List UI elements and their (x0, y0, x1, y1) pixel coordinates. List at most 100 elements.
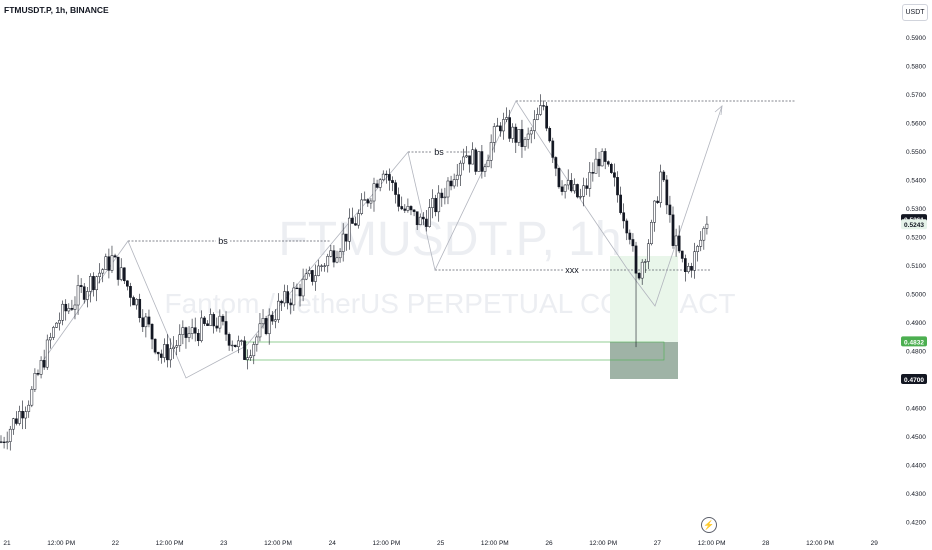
candle (15, 411, 18, 426)
candle (474, 147, 478, 175)
candle (366, 198, 370, 207)
candle (175, 339, 179, 356)
y-tick-label: 0.4400 (906, 463, 926, 470)
candle (369, 198, 373, 209)
candle (557, 167, 561, 189)
candle (310, 269, 314, 286)
candle (631, 233, 635, 252)
candle (634, 241, 638, 348)
candle (560, 180, 564, 196)
x-tick-label: 28 (762, 540, 770, 547)
candle (243, 336, 246, 361)
candle (455, 163, 459, 187)
candle (616, 171, 619, 203)
x-tick-label: 27 (654, 540, 662, 547)
candle (341, 223, 345, 262)
candles-group[interactable] (0, 94, 709, 451)
candle (135, 298, 138, 310)
candle (147, 309, 151, 328)
candle (394, 179, 397, 204)
candle (246, 349, 249, 370)
candle (665, 175, 669, 215)
candle (437, 185, 441, 222)
candle (563, 184, 567, 199)
symbol-title[interactable]: FTMUSDT.P, 1h, BINANCE (4, 5, 109, 15)
candle (656, 196, 659, 204)
candle (184, 326, 188, 349)
candle (573, 178, 576, 194)
candle (462, 148, 465, 171)
candle (55, 322, 58, 328)
candle (292, 281, 296, 311)
price-axis[interactable]: 0.5900 0.5800 0.5700 0.5600 0.5500 0.5400 0.53… (906, 35, 926, 527)
candle (110, 245, 114, 274)
candle (33, 368, 37, 392)
y-tick-label: 0.5400 (906, 178, 926, 185)
candle (67, 303, 71, 314)
candle (264, 315, 268, 336)
wave-path[interactable] (39, 100, 723, 379)
candle (551, 137, 555, 164)
candle (591, 162, 595, 182)
candle (52, 325, 55, 341)
candle (643, 258, 647, 273)
price-badge (901, 219, 927, 230)
candle (354, 216, 357, 226)
candle (95, 275, 98, 302)
candle (588, 162, 592, 197)
candle (659, 164, 663, 208)
candle (585, 178, 589, 196)
candle (101, 268, 105, 283)
candle (582, 177, 585, 207)
candle (529, 127, 533, 144)
y-tick-label: 0.5100 (906, 263, 926, 270)
candle (425, 210, 428, 232)
candle (680, 250, 684, 263)
arrow-head (714, 105, 723, 116)
candle (668, 195, 672, 223)
candle (548, 126, 552, 143)
candle (298, 283, 302, 307)
candle (458, 160, 462, 186)
candle (218, 309, 222, 333)
xxx-label: xxx (565, 265, 579, 275)
candle (187, 326, 191, 343)
bs-label-2: bs (434, 147, 444, 157)
x-tick-label: 12:00 PM (372, 540, 400, 547)
time-axis[interactable]: 21 12:00 PM 22 12:00 PM 23 12:00 PM 24 12:00 PM… (3, 540, 878, 547)
candle (58, 312, 61, 331)
y-tick-label: 0.4600 (906, 406, 926, 413)
y-tick-label: 0.5200 (906, 235, 926, 242)
candle (486, 154, 490, 168)
candle (141, 309, 145, 332)
candle (224, 311, 228, 341)
x-tick-label: 12:00 PM (264, 540, 292, 547)
candle (351, 207, 354, 224)
y-tick-label: 0.5600 (906, 121, 926, 128)
candle (159, 349, 163, 364)
candle (428, 198, 431, 228)
candle (625, 218, 629, 241)
candle (212, 312, 216, 334)
price-badge-label: 0.4832 (904, 339, 924, 346)
candle (85, 286, 89, 308)
candle (193, 317, 197, 342)
candle (39, 356, 43, 379)
candle (637, 271, 641, 281)
candle (280, 299, 283, 312)
candle (270, 311, 274, 325)
candle (434, 194, 437, 217)
y-tick-label: 0.4300 (906, 491, 926, 498)
x-tick-label: 12:00 PM (589, 540, 617, 547)
target-zone-dark (610, 342, 678, 379)
candle (237, 335, 240, 354)
candle (622, 203, 626, 229)
candle (163, 338, 166, 363)
candle (18, 405, 21, 426)
demand-zone (245, 341, 665, 361)
lightning-icon[interactable]: ⚡ (701, 517, 717, 533)
currency-button[interactable]: USDT (902, 4, 928, 21)
candle (153, 338, 157, 355)
candle (526, 127, 530, 149)
